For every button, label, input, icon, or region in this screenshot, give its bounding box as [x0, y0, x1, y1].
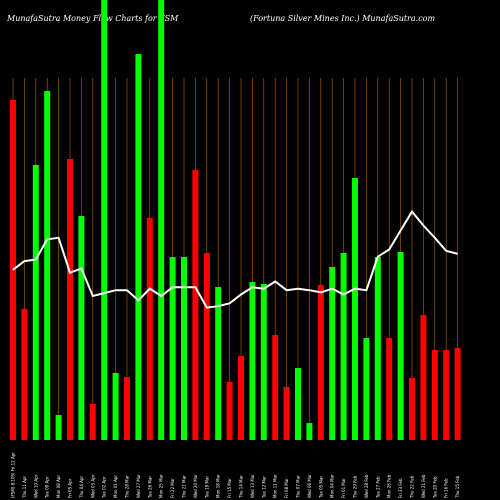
bar — [306, 423, 313, 440]
bar — [67, 159, 73, 440]
price-line — [12, 209, 458, 309]
chart-title: MunafaSutra Money Flow Charts for FSM — [7, 14, 179, 23]
bar — [169, 257, 176, 440]
x-tick-label: (FSM) 8.10% Fri 12 Apr — [11, 452, 16, 498]
bar — [329, 267, 336, 440]
bar — [112, 373, 119, 440]
x-tick-label: Fri 08 Mar — [284, 478, 289, 498]
bar — [21, 309, 28, 440]
bar — [158, 0, 165, 440]
bar — [397, 252, 404, 440]
x-tick-label: Fri 01 Mar — [341, 478, 346, 498]
bar — [226, 382, 233, 440]
x-tick-label: Tue 12 Mar — [261, 476, 266, 499]
bar — [249, 282, 256, 440]
bars — [10, 0, 461, 440]
bar — [295, 368, 301, 440]
bar — [238, 356, 244, 440]
x-tick-label: Thu 29 Feb — [353, 475, 358, 499]
x-tick-label: Mon 26 Feb — [387, 474, 392, 498]
x-tick-label: Mon 11 Mar — [273, 474, 278, 498]
x-tick-label: Wed 21 Feb — [421, 474, 426, 498]
chart-subtitle: (Fortuna Silver Mines Inc.) MunafaSutra.… — [250, 14, 436, 23]
bar — [203, 253, 210, 440]
x-tick-label: Wed 10 Apr — [33, 474, 38, 498]
x-tick-label: Mon 01 Apr — [113, 475, 118, 498]
x-tick-label: Thu 11 Apr — [22, 476, 27, 499]
bar — [78, 216, 85, 440]
bar — [215, 287, 222, 440]
bar — [317, 285, 324, 440]
x-tick-label: Wed 13 Mar — [250, 474, 255, 498]
bar — [192, 170, 199, 440]
x-tick-label: Thu 15 Feb — [455, 475, 460, 499]
bar — [272, 335, 279, 440]
x-tick-label: Wed 20 Mar — [193, 474, 198, 498]
bar — [10, 100, 16, 440]
x-tick-label: Fri 15 Mar — [227, 478, 232, 498]
x-tick-label: Tue 05 Mar — [318, 476, 323, 499]
bar — [374, 257, 381, 440]
bar — [260, 284, 267, 440]
bar — [32, 165, 39, 440]
bar — [443, 350, 450, 440]
bar — [363, 338, 370, 440]
x-tick-label: Wed 27 Mar — [136, 474, 141, 498]
bar — [44, 91, 51, 440]
x-tick-label: Mon 08 Apr — [56, 475, 61, 498]
x-tick-label: Tue 26 Mar — [147, 476, 152, 499]
bar — [386, 338, 393, 440]
bar — [135, 54, 142, 440]
x-tick-label: Tue 02 Apr — [102, 476, 107, 499]
x-tick-label: Thu 04 Apr — [79, 476, 84, 499]
x-tick-label: Thu 21 Mar — [182, 475, 187, 499]
bar — [181, 257, 187, 440]
bar — [89, 404, 96, 440]
x-tick-label: Fri 16 Feb — [444, 478, 449, 498]
x-tick-label: Mon 18 Mar — [216, 474, 221, 498]
bar — [420, 315, 427, 440]
x-tick-label: Fri 05 Apr — [68, 478, 73, 498]
bar — [124, 377, 130, 440]
bar — [352, 178, 358, 440]
x-tick-label: Thu 22 Feb — [410, 475, 415, 499]
x-tick-label: Fri 22 Mar — [170, 478, 175, 498]
x-tick-label: Thu 28 Mar — [125, 475, 130, 499]
x-tick-label: Tue 27 Feb — [375, 476, 380, 499]
bar — [101, 0, 108, 440]
bar — [454, 348, 461, 440]
x-tick-labels: (FSM) 8.10% Fri 12 Apr Thu 11 Apr Wed 10 A… — [11, 452, 461, 499]
bar — [431, 350, 438, 440]
x-tick-label: Thu 14 Mar — [239, 475, 244, 499]
x-tick-label: Mon 04 Mar — [330, 474, 335, 498]
x-tick-label: Wed 03 Apr — [90, 474, 95, 498]
bar — [340, 253, 347, 440]
bar — [409, 378, 415, 440]
x-tick-label: Fri 23 Feb — [398, 478, 403, 498]
price-polyline — [12, 209, 458, 309]
x-tick-label: Wed 28 Feb — [364, 474, 369, 498]
x-tick-label: Thu 07 Mar — [296, 475, 301, 499]
x-tick-label: Wed 06 Mar — [307, 474, 312, 498]
x-tick-label: Tue 19 Mar — [204, 476, 209, 499]
bar — [283, 387, 290, 440]
x-tick-label: Tue 20 Feb — [432, 476, 437, 499]
x-tick-label: Mon 25 Mar — [159, 474, 164, 498]
bar — [146, 218, 153, 440]
x-tick-label: Tue 09 Apr — [45, 476, 50, 499]
bar — [55, 415, 62, 440]
